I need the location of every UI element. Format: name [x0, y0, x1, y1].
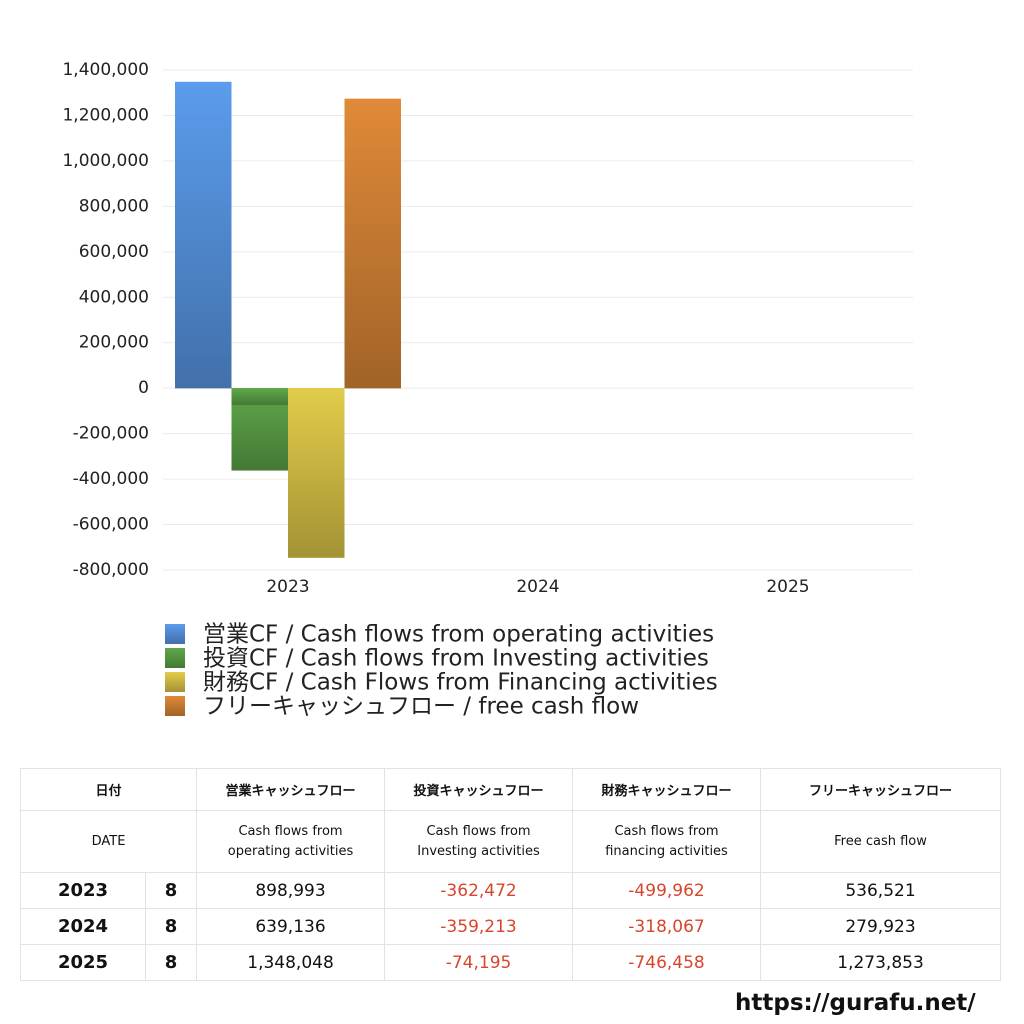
cell-text: -359,213	[440, 916, 517, 937]
table-cell: 2023	[20, 872, 146, 909]
table-cell: 2024	[20, 908, 146, 945]
cell-text: Cash flows from Investing activities	[417, 823, 540, 859]
y-tick-label: 1,000,000	[62, 151, 149, 171]
cell-text: 8	[164, 952, 178, 973]
site-url: https://gurafu.net/	[735, 990, 976, 1016]
cell-text: -746,458	[628, 952, 705, 973]
table-cell: 2025	[20, 944, 146, 981]
cell-text: 営業キャッシュフロー	[225, 784, 356, 799]
legend-swatch	[165, 696, 185, 716]
bar	[344, 98, 401, 389]
cell-text: 財務キャッシュフロー	[601, 784, 732, 799]
table-cell: 1,273,853	[760, 944, 1002, 981]
cell-text: Cash flows from operating activities	[227, 823, 354, 859]
cell-text: -499,962	[628, 880, 705, 901]
cell-text: -318,067	[628, 916, 705, 937]
y-tick-label: -200,000	[73, 424, 149, 444]
legend-swatch	[165, 648, 185, 668]
cell-text: 2023	[57, 880, 109, 901]
table-row: 2024 8 639,136 -359,213 -318,067 279,923	[20, 908, 1002, 945]
cell-text: Cash flows from financing activities	[605, 823, 728, 859]
legend-label: 財務CF / Cash Flows from Financing activit…	[203, 670, 718, 696]
table-cell: 8	[144, 944, 198, 981]
table-row: 2025 8 1,348,048 -74,195 -746,458 1,273,853	[20, 944, 1002, 981]
table-row: 2023 8 898,993 -362,472 -499,962 536,521	[20, 872, 1002, 909]
y-tick-label: -800,000	[73, 560, 149, 580]
legend-label: フリーキャッシュフロー / free cash flow	[203, 694, 639, 720]
bar	[175, 81, 232, 389]
table-cell: Cash flows from Investing activities	[384, 810, 574, 873]
cell-text: 1,348,048	[247, 952, 334, 973]
cell-text: 279,923	[845, 916, 916, 937]
cell-text: 8	[164, 916, 178, 937]
table-row: 日付 営業キャッシュフロー 投資キャッシュフロー 財務キャッシュフロー フリーキャッシュ…	[19, 768, 1002, 811]
table-cell: 8	[144, 872, 198, 909]
table-cell: 営業キャッシュフロー	[196, 768, 386, 811]
y-tick-label: 1,400,000	[62, 60, 149, 80]
table-cell: 1,348,048	[196, 944, 386, 981]
y-tick-label: 0	[138, 378, 149, 398]
legend-swatch	[165, 624, 185, 644]
table-cell: 投資キャッシュフロー	[384, 768, 574, 811]
table-cell: -362,472	[384, 872, 574, 909]
table-cell: 898,993	[196, 872, 386, 909]
legend-label: 投資CF / Cash flows from Investing activit…	[203, 646, 709, 672]
table-cell: 639,136	[196, 908, 386, 945]
y-tick-label: -600,000	[73, 515, 149, 535]
cell-text: 投資キャッシュフロー	[413, 784, 544, 799]
chart: -800,000 -600,000 -400,000 -200,000 0 200,000…	[62, 60, 913, 720]
cell-text: フリーキャッシュフロー	[809, 784, 953, 799]
table-row: DATE Cash flows from operating activities…	[19, 810, 1002, 873]
table-cell: -359,213	[384, 908, 574, 945]
cell-text: DATE	[91, 833, 126, 849]
y-tick-label: 400,000	[79, 287, 149, 307]
cell-text: 536,521	[845, 880, 916, 901]
table-cell: -499,962	[572, 872, 762, 909]
table-cell: -74,195	[384, 944, 574, 981]
table-cell: フリーキャッシュフロー	[760, 768, 1002, 811]
cell-text: 1,273,853	[837, 952, 924, 973]
cell-text: 898,993	[255, 880, 326, 901]
cell-text: -362,472	[440, 880, 517, 901]
cell-text: 639,136	[255, 916, 326, 937]
legend-label: 営業CF / Cash flows from operating activit…	[203, 622, 714, 648]
table-cell: 279,923	[760, 908, 1002, 945]
y-tick-label: 1,200,000	[62, 105, 149, 125]
x-tick-label: 2024	[516, 577, 559, 597]
table-cell: 8	[144, 908, 198, 945]
x-tick-label: 2025	[766, 577, 809, 597]
table-cell: 財務キャッシュフロー	[572, 768, 762, 811]
table-cell: -746,458	[572, 944, 762, 981]
cell-text: 2024	[57, 916, 109, 937]
table-cell: Cash flows from operating activities	[196, 810, 386, 873]
table-cell: 日付	[19, 768, 198, 811]
table-cell: -318,067	[572, 908, 762, 945]
cell-text: 8	[164, 880, 178, 901]
table-cell: DATE	[19, 810, 198, 873]
cell-text: -74,195	[445, 952, 512, 973]
y-tick-label: 600,000	[79, 242, 149, 262]
table-cell: 536,521	[760, 872, 1002, 909]
table-cell: Cash flows from financing activities	[572, 810, 762, 873]
bar	[288, 388, 345, 558]
bar	[231, 388, 288, 406]
cell-text: 日付	[95, 784, 122, 799]
legend-swatch	[165, 672, 185, 692]
x-tick-label: 2023	[266, 577, 309, 597]
cell-text: Free cash flow	[834, 833, 927, 849]
y-tick-label: 200,000	[79, 333, 149, 353]
data-table: 日付 営業キャッシュフロー 投資キャッシュフロー 財務キャッシュフロー フリーキャッシュ…	[19, 768, 1002, 981]
y-tick-label: -400,000	[73, 469, 149, 489]
y-tick-label: 800,000	[79, 196, 149, 216]
table-cell: Free cash flow	[760, 810, 1002, 873]
cell-text: 2025	[57, 952, 109, 973]
